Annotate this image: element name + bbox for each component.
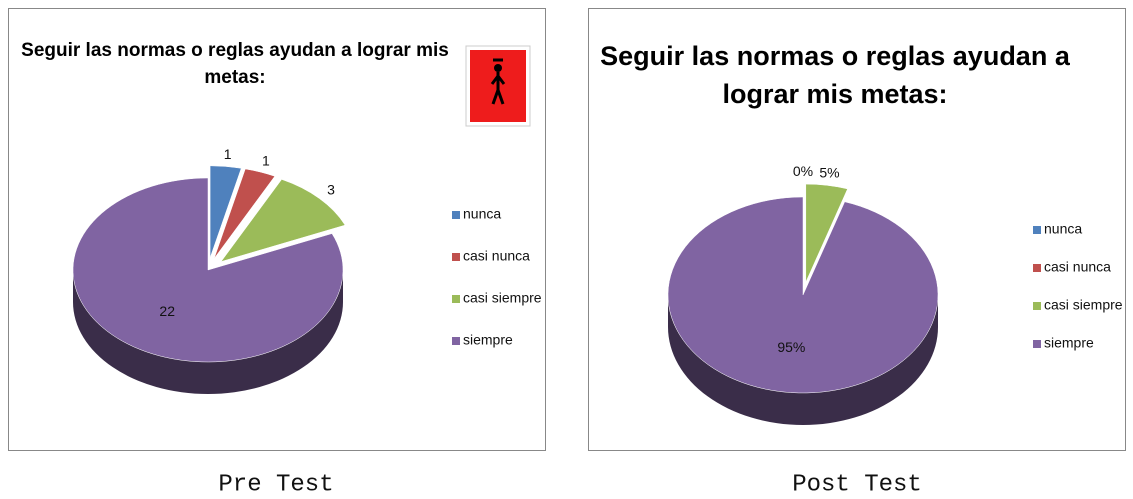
chart-title: Seguir las normas o reglas ayudan a logr… <box>600 41 1070 109</box>
legend-label: nunca <box>463 206 501 222</box>
data-label: 1 <box>262 152 270 168</box>
data-label: 1 <box>224 146 232 162</box>
slice <box>805 183 848 283</box>
slice <box>667 196 939 394</box>
legend-swatch <box>1033 302 1041 310</box>
data-label: 95% <box>777 339 805 355</box>
legend-swatch <box>1033 264 1041 272</box>
chart-title: Seguir las normas o reglas ayudan a logr… <box>21 40 449 88</box>
legend-label: nunca <box>1044 221 1082 237</box>
data-label: 0% <box>793 163 813 179</box>
legend-swatch <box>452 211 460 219</box>
slice <box>209 165 242 258</box>
legend-label: siempre <box>1044 335 1094 351</box>
slice <box>72 177 344 363</box>
legend-label: casi nunca <box>1044 259 1111 275</box>
legend-swatch <box>452 253 460 261</box>
data-label: 5% <box>819 164 839 180</box>
caption: Pre Test <box>218 471 333 498</box>
slice <box>220 179 346 263</box>
legend-swatch <box>1033 226 1041 234</box>
title-box: Seguir las normas o reglas ayudan a logr… <box>600 41 1070 109</box>
data-label: 3 <box>327 182 335 198</box>
legend-label: casi siempre <box>1044 297 1123 313</box>
legend-label: casi siempre <box>463 290 542 306</box>
legend-label: casi nunca <box>463 248 530 264</box>
legend-swatch <box>452 295 460 303</box>
pedestrian-icon <box>465 45 531 127</box>
slice-side <box>668 295 938 425</box>
legend-label: siempre <box>463 332 513 348</box>
slice <box>213 168 276 259</box>
slice-side <box>73 270 343 394</box>
caption: Post Test <box>792 471 922 498</box>
legend-swatch <box>1033 340 1041 348</box>
title-box: Seguir las normas o reglas ayudan a logr… <box>21 40 449 88</box>
data-label: 22 <box>159 303 175 319</box>
legend-swatch <box>452 337 460 345</box>
